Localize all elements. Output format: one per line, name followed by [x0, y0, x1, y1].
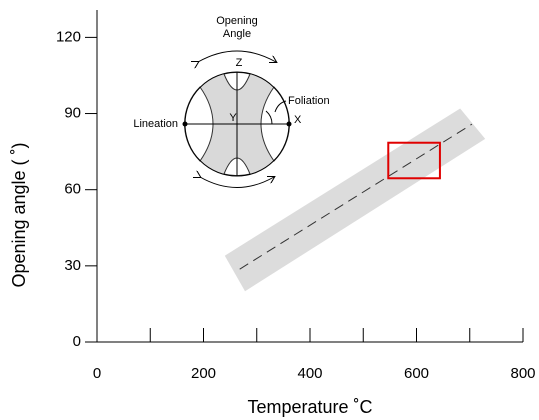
y-tick-label: 30	[64, 257, 81, 274]
inset-label: Lineation	[133, 118, 178, 130]
inset-point	[182, 121, 188, 127]
rotation-arrow	[198, 50, 276, 62]
x-axis-title: Temperature ˚C	[247, 397, 372, 417]
inset-label: Z	[236, 57, 243, 69]
trend-line	[239, 123, 473, 270]
inset-diagram: Opening Angle Z Y X Lineation Foliation	[133, 15, 330, 188]
y-tick-label: 120	[56, 28, 81, 45]
inset-label: Foliation	[288, 95, 330, 107]
foliation-arc	[265, 110, 273, 125]
y-tick-label: 60	[64, 181, 81, 198]
x-tick-label: 600	[404, 365, 429, 382]
highlight-box	[387, 141, 441, 180]
x-tick-label: 200	[191, 365, 216, 382]
inset-point	[286, 121, 292, 127]
inset-label: Y	[229, 112, 237, 124]
foliation-pointer	[274, 100, 287, 113]
inset-label: Angle	[223, 28, 251, 40]
x-tick-label: 800	[510, 365, 535, 382]
y-tick-label: 0	[73, 333, 81, 350]
inset-label: X	[294, 114, 302, 126]
y-tick-label: 90	[64, 105, 81, 122]
plot-area	[224, 108, 486, 292]
x-tick-label: 400	[297, 365, 322, 382]
y-axis-title: Opening angle ( ˚)	[9, 142, 29, 287]
uncertainty-band	[224, 108, 486, 292]
inset-label: Opening	[216, 15, 258, 27]
x-tick-label: 0	[93, 365, 101, 382]
rotation-arrow	[200, 177, 274, 188]
